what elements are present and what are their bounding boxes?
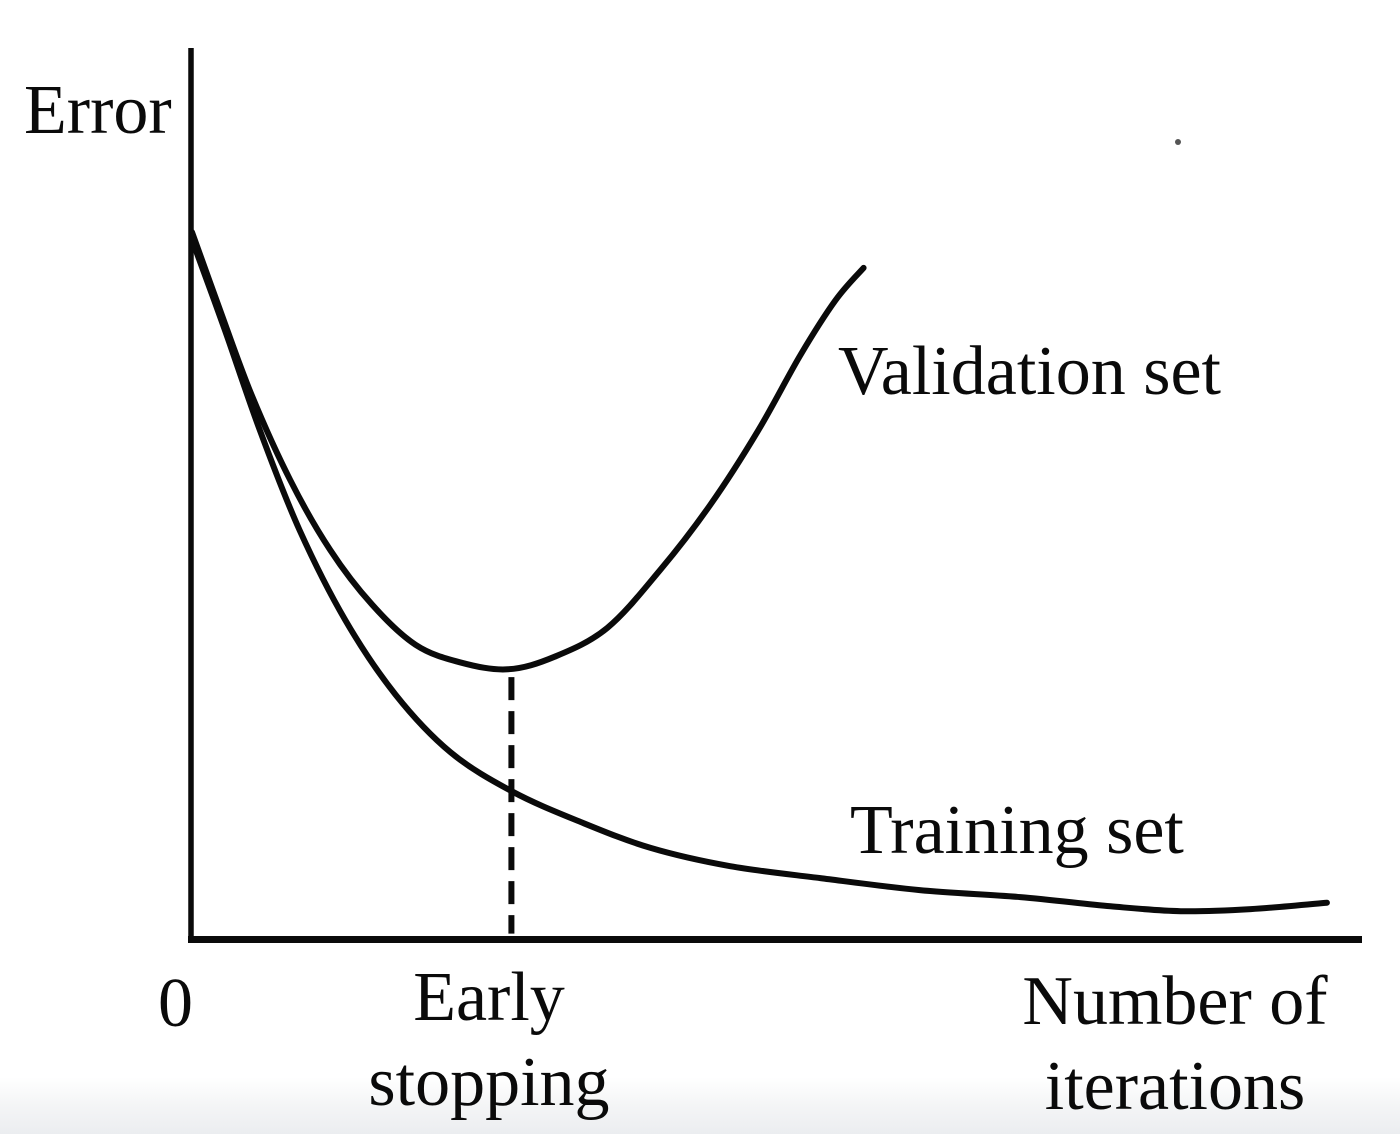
training-set-label: Training set [850, 792, 1184, 869]
y-axis-label: Error [24, 72, 172, 149]
x-axis-label-line2: iterations [1044, 1048, 1306, 1126]
x-axis-label-line1: Number of [1022, 963, 1328, 1040]
validation-set-label: Validation set [838, 333, 1221, 410]
scan-speck [1175, 139, 1181, 145]
early-stopping-label-line2: stopping [368, 1044, 610, 1122]
training-curve [189, 236, 1330, 915]
origin-tick-label: 0 [158, 965, 193, 1042]
early-stopping-label: Early stopping [299, 955, 679, 1126]
x-axis-label: Number of iterations [990, 959, 1360, 1130]
early-stopping-label-line1: Early [413, 959, 565, 1036]
validation-curve [189, 229, 867, 673]
